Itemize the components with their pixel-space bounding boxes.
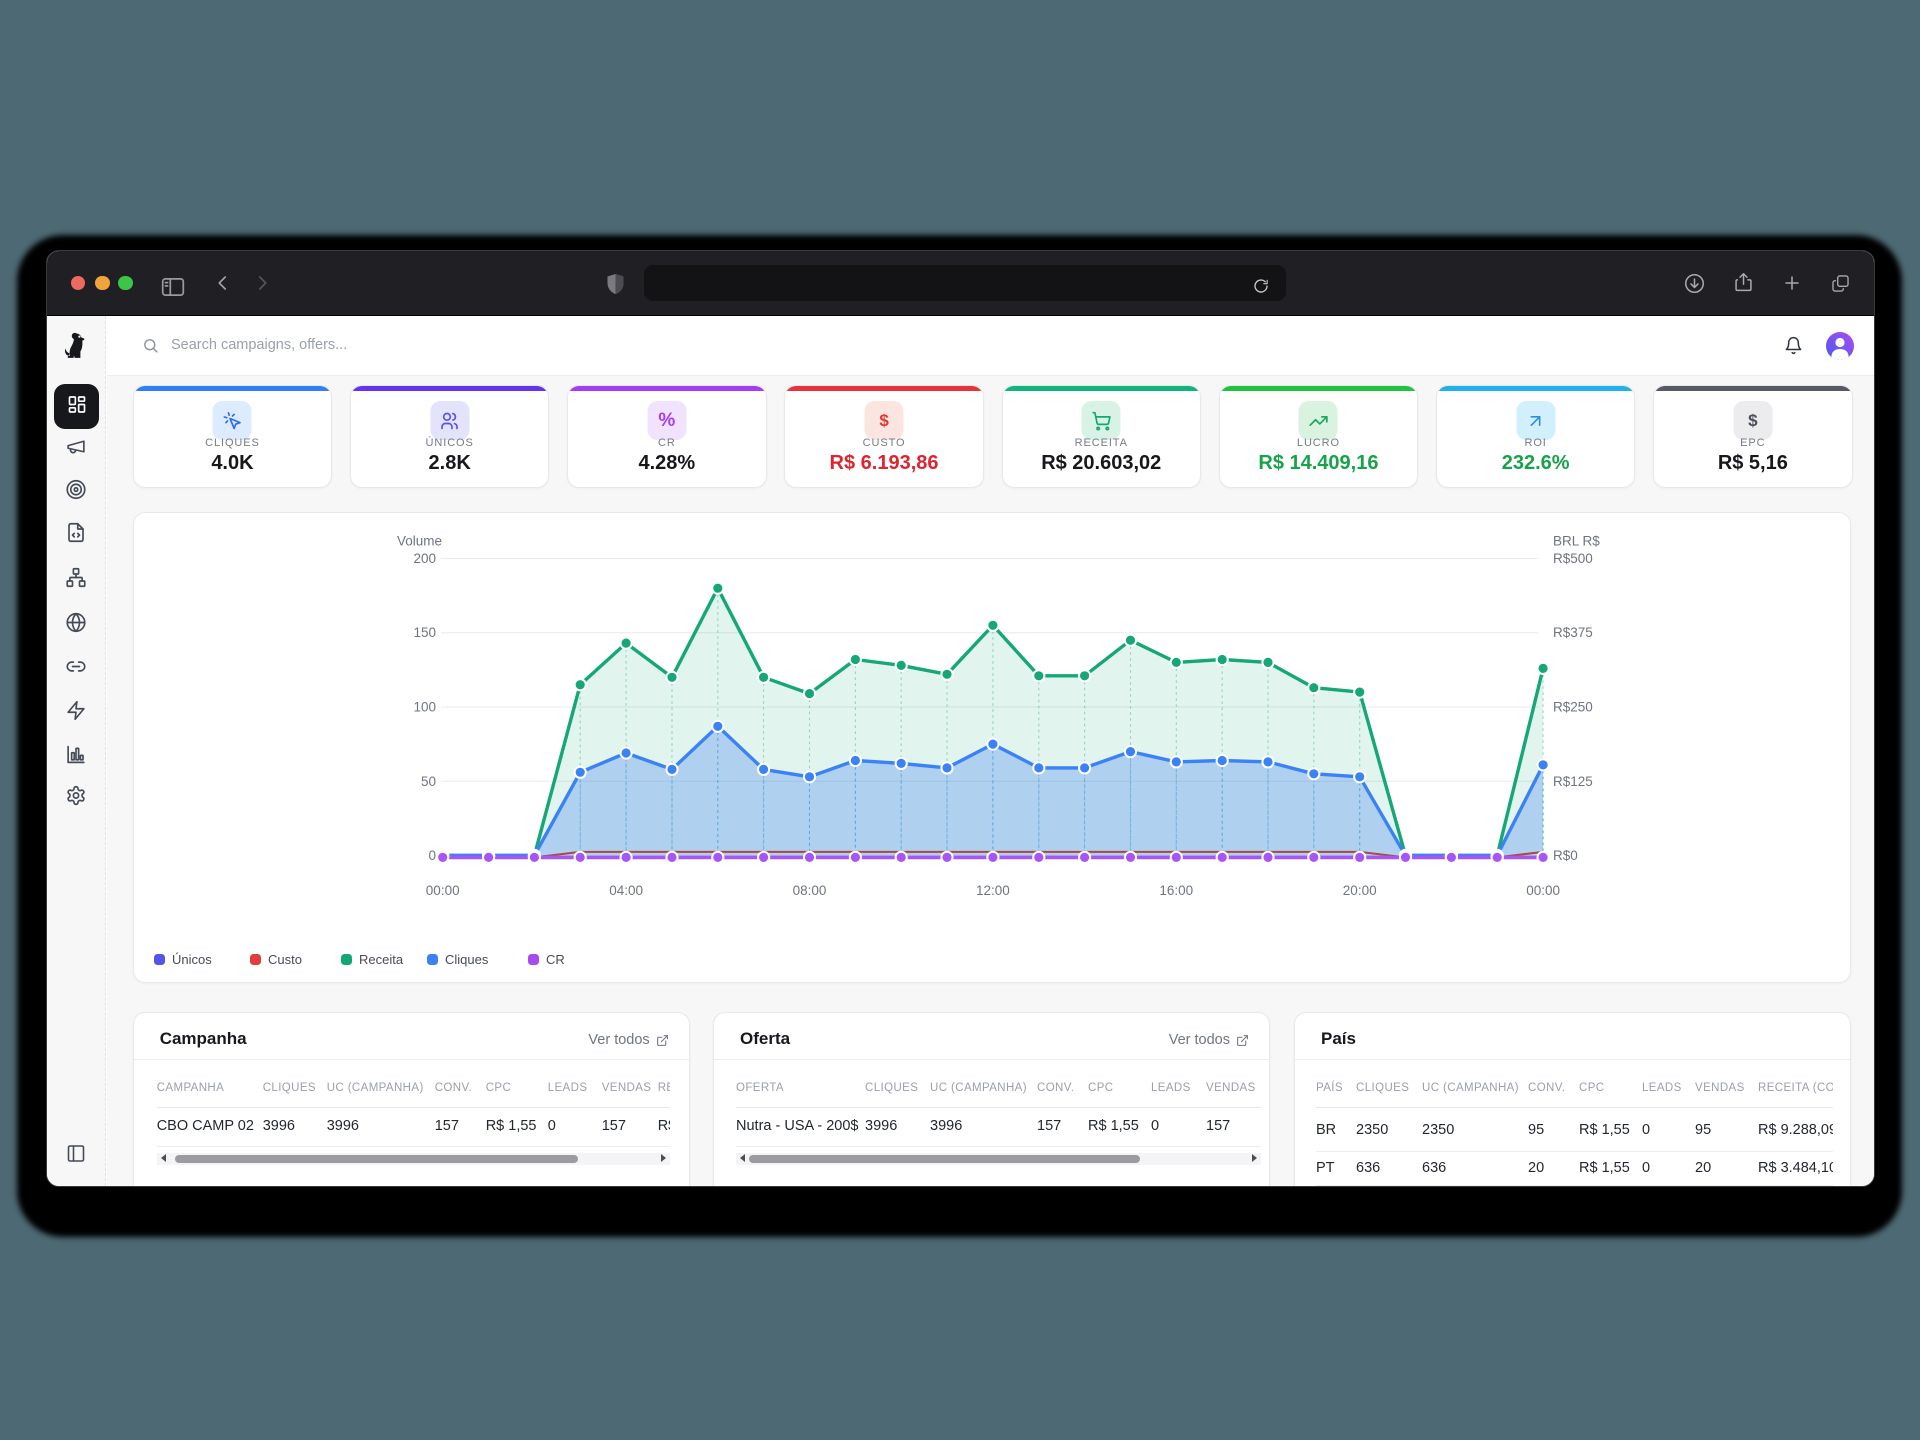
svg-text:BRL R$: BRL R$ — [1553, 534, 1600, 549]
svg-text:Volume: Volume — [397, 534, 442, 549]
svg-text:50: 50 — [421, 774, 436, 789]
svg-text:00:00: 00:00 — [1526, 883, 1560, 898]
svg-text:0: 0 — [428, 848, 436, 863]
svg-text:R$0: R$0 — [1553, 848, 1578, 863]
svg-text:R$500: R$500 — [1553, 551, 1593, 566]
svg-text:R$125: R$125 — [1553, 774, 1593, 789]
svg-text:08:00: 08:00 — [792, 883, 826, 898]
svg-text:150: 150 — [413, 625, 436, 640]
svg-text:200: 200 — [413, 551, 436, 566]
svg-text:20:00: 20:00 — [1342, 883, 1376, 898]
svg-text:R$250: R$250 — [1553, 700, 1593, 715]
svg-text:04:00: 04:00 — [609, 883, 643, 898]
svg-text:R$375: R$375 — [1553, 625, 1593, 640]
svg-text:00:00: 00:00 — [425, 883, 459, 898]
svg-text:100: 100 — [413, 700, 436, 715]
svg-text:16:00: 16:00 — [1159, 883, 1193, 898]
svg-text:12:00: 12:00 — [976, 883, 1010, 898]
